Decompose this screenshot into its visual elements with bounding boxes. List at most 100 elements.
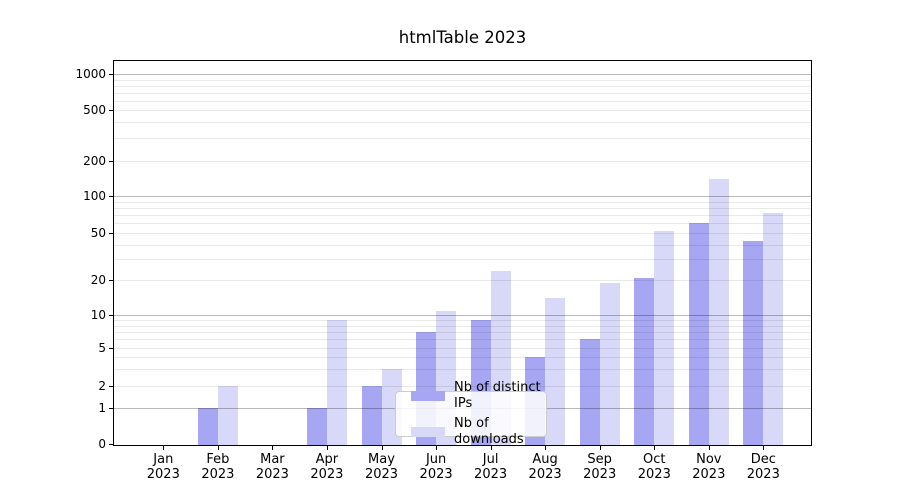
legend-row-nb-of-downloads: Nb of downloads (411, 416, 546, 448)
y-tick-label-100: 100 (83, 189, 106, 203)
legend-swatch-nb-of-distinct-ips (411, 391, 445, 401)
gridline-minor-600 (114, 100, 811, 102)
x-tick-label-year-apr: 2023 (310, 467, 344, 482)
x-tick-label-jul: Jul 2023 (461, 452, 521, 482)
x-tick-label-year-may: 2023 (364, 467, 399, 482)
x-tick-label-feb: Feb 2023 (188, 452, 248, 482)
bar-nb-of-downloads-nov (708, 179, 729, 445)
x-tick-label-month-apr: Apr (315, 452, 339, 467)
gridline-minor-700 (114, 92, 811, 94)
x-tick-label-month-mar: Mar (260, 452, 285, 467)
y-tick-label-1000: 1000 (75, 67, 106, 81)
y-tick-mark-5 (109, 348, 113, 349)
gridline-minor-5 (114, 347, 811, 349)
x-tick-label-year-nov: 2023 (692, 467, 726, 482)
x-tick-label-jan: Jan 2023 (133, 452, 193, 482)
y-tick-mark-200 (109, 161, 113, 162)
y-tick-mark-50 (109, 233, 113, 234)
x-tick-label-aug: Aug 2023 (515, 452, 575, 482)
x-tick-mark-jan (163, 446, 165, 450)
x-tick-mark-feb (217, 446, 219, 450)
x-tick-label-month-nov: Nov (696, 452, 722, 467)
gridline-major-10 (114, 315, 811, 317)
legend-label-nb-of-downloads: Nb of downloads (454, 416, 524, 447)
gridline-minor-200 (114, 161, 811, 162)
x-tick-label-month-jan: Jan (153, 452, 174, 467)
y-tick-mark-20 (109, 280, 113, 281)
bar-nb-of-downloads-dec (763, 212, 784, 445)
legend-row-nb-of-distinct-ips: Nb of distinct IPs (411, 380, 546, 412)
y-tick-label-200: 200 (83, 154, 106, 168)
y-tick-label-0: 0 (98, 437, 106, 451)
gridline-minor-3 (114, 368, 811, 370)
gridline-minor-800 (114, 85, 811, 87)
x-tick-mark-aug (545, 446, 547, 450)
gridline-minor-60 (114, 223, 811, 225)
x-tick-mark-may (381, 446, 383, 450)
x-tick-mark-mar (272, 446, 274, 450)
x-tick-label-year-jun: 2023 (419, 467, 453, 482)
legend: Nb of distinct IPs Nb of downloads (395, 380, 547, 447)
gridline-minor-9 (114, 320, 811, 322)
x-tick-label-apr: Apr 2023 (297, 452, 357, 482)
gridline-minor-300 (114, 138, 811, 140)
y-tick-label-20: 20 (90, 273, 106, 288)
gridline-minor-80 (114, 207, 811, 209)
x-tick-mark-apr (326, 446, 328, 450)
gridline-minor-7 (114, 332, 811, 333)
x-tick-label-may: May 2023 (352, 452, 412, 482)
y-tick-label-500: 500 (83, 103, 106, 117)
x-tick-mark-nov (708, 446, 710, 450)
x-tick-label-month-jul: Jul (482, 452, 499, 467)
bar-nb-of-distinct-ips-may (361, 385, 382, 445)
x-tick-label-year-jan: 2023 (146, 467, 180, 482)
x-tick-label-month-oct: Oct (643, 452, 666, 467)
bar-nb-of-distinct-ips-apr (306, 408, 327, 445)
gridline-minor-30 (114, 259, 811, 261)
x-tick-label-year-feb: 2023 (201, 467, 235, 482)
y-tick-mark-100 (109, 196, 113, 197)
y-tick-label-2: 2 (98, 378, 106, 393)
gridline-minor-500 (114, 110, 811, 111)
x-tick-label-dec: Dec 2023 (733, 452, 793, 482)
bar-nb-of-downloads-feb (217, 385, 238, 445)
y-tick-label-5: 5 (98, 340, 106, 355)
x-tick-label-year-jul: 2023 (474, 467, 508, 482)
bar-nb-of-downloads-oct (654, 230, 675, 445)
gridline-major-100 (114, 196, 811, 197)
x-tick-label-year-sep: 2023 (583, 467, 617, 482)
x-tick-label-sep: Sep 2023 (570, 452, 630, 482)
x-tick-mark-dec (763, 446, 765, 450)
x-tick-label-year-oct: 2023 (637, 467, 671, 482)
gridline-minor-900 (114, 79, 811, 81)
legend-label-nb-of-distinct-ips: Nb of distinct IPs (454, 380, 541, 411)
bar-nb-of-downloads-apr (326, 320, 347, 445)
x-tick-label-month-jun: Jun (425, 452, 447, 467)
x-tick-mark-jul (490, 446, 492, 450)
gridline-major-1000 (114, 74, 811, 75)
gridline-minor-90 (114, 201, 811, 203)
x-tick-label-year-mar: 2023 (255, 467, 289, 482)
gridline-minor-70 (114, 215, 811, 216)
bar-nb-of-distinct-ips-dec (743, 240, 764, 445)
y-tick-mark-0 (109, 444, 113, 445)
gridline-minor-40 (114, 244, 811, 246)
bar-nb-of-distinct-ips-oct (634, 277, 655, 445)
bar-nb-of-distinct-ips-nov (688, 223, 709, 445)
bar-nb-of-distinct-ips-sep (579, 339, 600, 445)
gridline-minor-8 (114, 325, 811, 327)
chart-title: htmlTable 2023 (398, 28, 527, 47)
x-tick-mark-sep (599, 446, 601, 450)
x-tick-label-month-feb: Feb (206, 452, 230, 467)
y-tick-label-1: 1 (98, 401, 106, 415)
gridline-minor-50 (114, 233, 811, 234)
gridline-minor-20 (114, 280, 811, 282)
x-tick-label-nov: Nov 2023 (679, 452, 739, 482)
legend-swatch-nb-of-downloads (411, 427, 445, 437)
x-tick-label-oct: Oct 2023 (624, 452, 684, 482)
y-tick-label-50: 50 (90, 226, 106, 240)
x-tick-label-month-aug: Aug (532, 452, 558, 467)
